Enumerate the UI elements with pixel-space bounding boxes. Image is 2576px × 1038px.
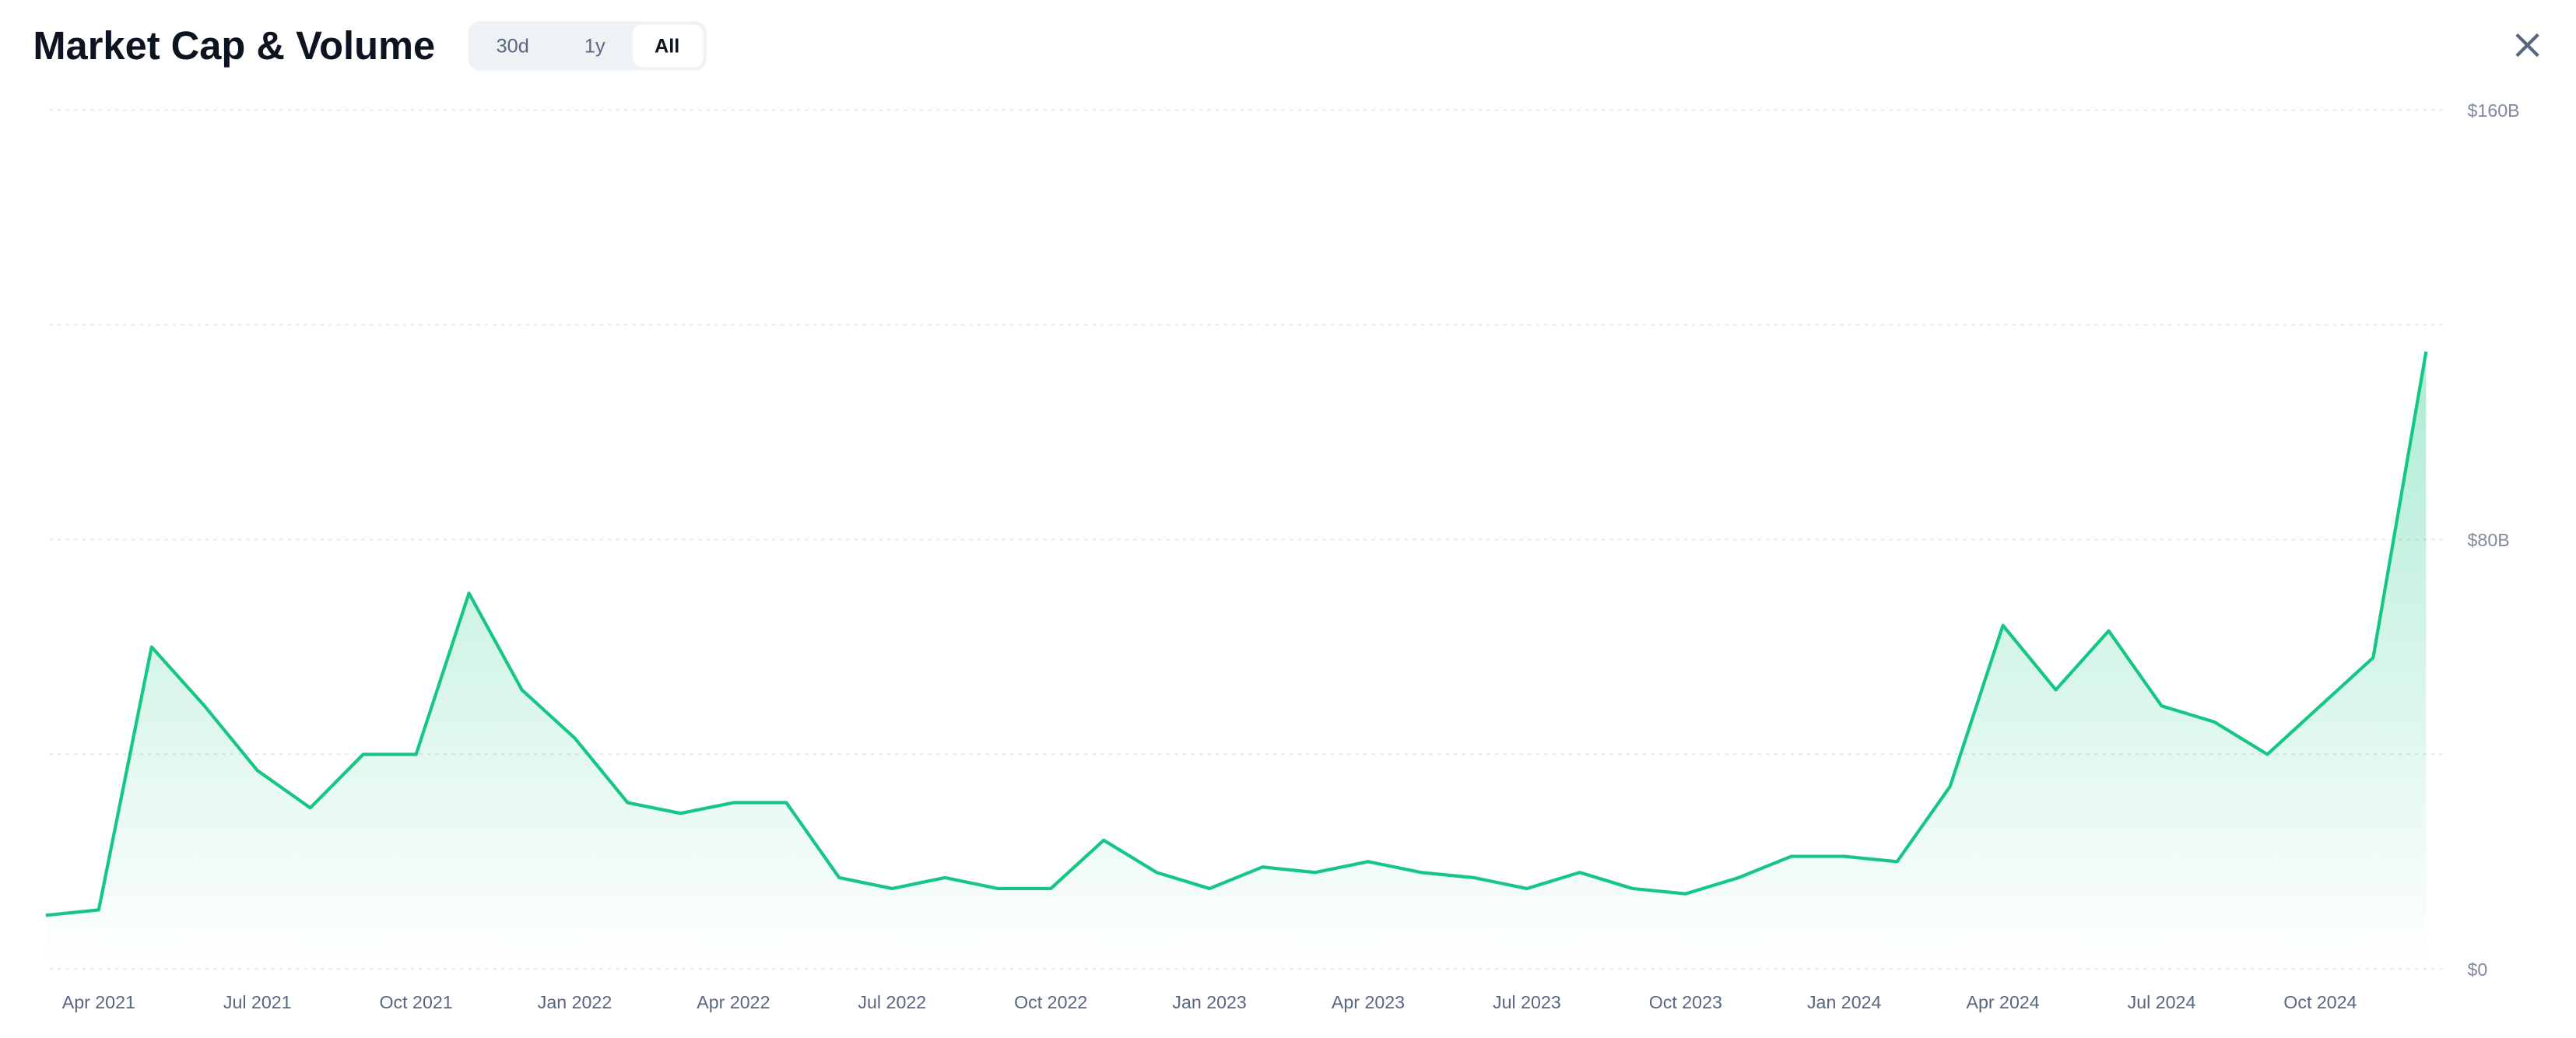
- x-tick-label: Jul 2021: [223, 992, 292, 1012]
- active-toggle-bg: [632, 24, 704, 68]
- title: Market Cap & Volume: [33, 23, 435, 68]
- toggle-button[interactable]: 30d: [497, 36, 529, 58]
- x-tick-label: Oct 2023: [1649, 992, 1722, 1012]
- line: [45, 351, 2428, 917]
- x-tick-label: Apr 2024: [1967, 992, 2040, 1012]
- x-tick-label: Jul 2023: [1493, 992, 1561, 1012]
- x-tick-label: Jan 2023: [1172, 992, 1246, 1012]
- x-tick-label: Jan 2022: [538, 992, 612, 1012]
- toggle-button[interactable]: 1y: [584, 36, 605, 58]
- x-tick-label: Jul 2024: [2128, 992, 2196, 1012]
- close-button[interactable]: [2515, 33, 2539, 58]
- x-tick-label: Oct 2021: [380, 992, 453, 1012]
- y-tick-label: $0: [2468, 959, 2488, 980]
- y-tick-label: $160B: [2468, 100, 2520, 121]
- x-tick-label: Apr 2023: [1332, 992, 1405, 1012]
- x-tick-label: Apr 2021: [62, 992, 135, 1012]
- x-tick-label: Oct 2022: [1014, 992, 1087, 1012]
- toggle-button[interactable]: All: [655, 36, 679, 58]
- x-tick-label: Jan 2024: [1807, 992, 1882, 1012]
- y-tick-label: $80B: [2468, 530, 2510, 550]
- x-tick-label: Apr 2022: [697, 992, 770, 1012]
- x-tick-label: Jul 2022: [858, 992, 926, 1012]
- area: [45, 351, 2427, 970]
- x-tick-label: Oct 2024: [2283, 992, 2357, 1012]
